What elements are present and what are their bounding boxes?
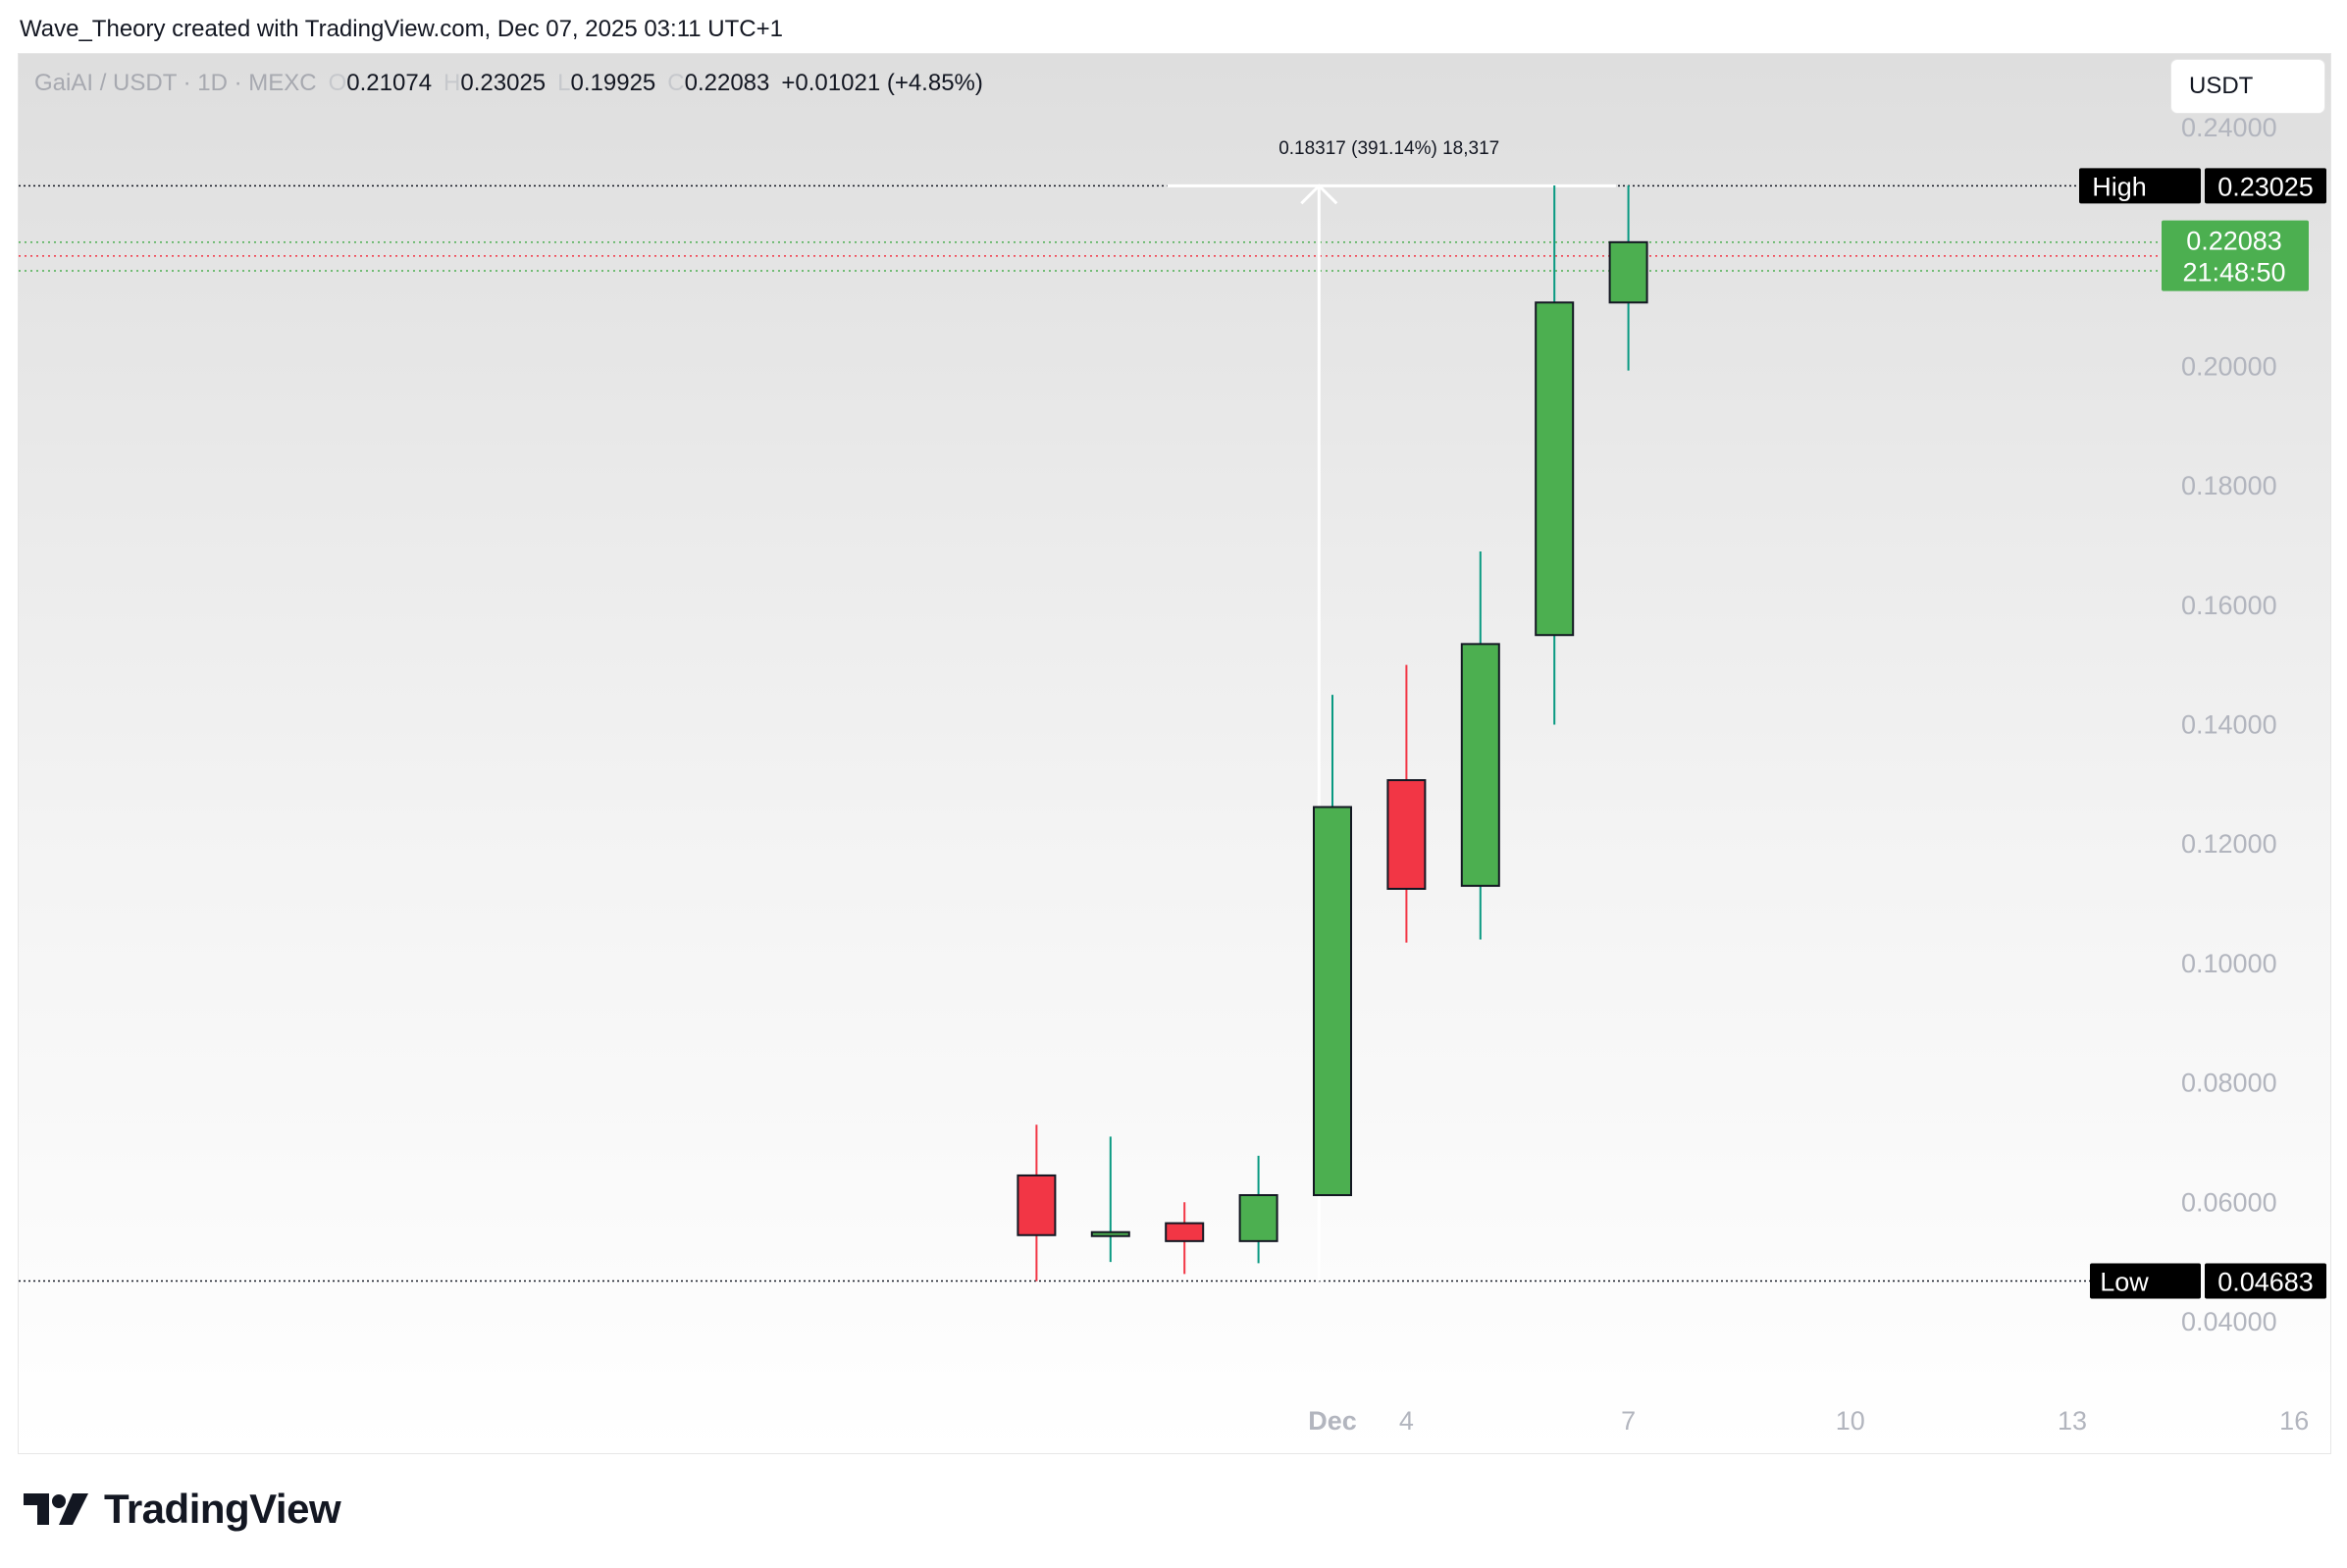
x-axis-tick-label: 16 (2279, 1406, 2309, 1436)
low-tag-label: Low (2100, 1267, 2149, 1296)
x-axis-tick-label: 7 (1621, 1406, 1636, 1436)
y-axis-tick-label: 0.04000 (2181, 1307, 2277, 1336)
high-value: 0.23025 (460, 70, 547, 96)
y-axis-tick-label: 0.20000 (2181, 351, 2277, 381)
high-value-tag-bg (2205, 168, 2326, 204)
y-axis-tick-label: 0.06000 (2181, 1187, 2277, 1217)
high-label: H (443, 70, 461, 96)
measure-label: 0.18317 (391.14%) 18,317 (1278, 138, 1499, 159)
chart-caption: Wave_Theory created with TradingView.com… (20, 16, 783, 42)
countdown-tag: 21:48:50 (2182, 258, 2285, 287)
y-axis-tick-label: 0.08000 (2181, 1069, 2277, 1098)
symbol-label: GaiAI / USDT · 1D · MEXC (34, 70, 317, 96)
y-axis-tick-label: 0.16000 (2181, 591, 2277, 620)
candle-body (1535, 301, 1575, 637)
last-price-tag-bg (2162, 220, 2309, 291)
candle-body (1090, 1230, 1130, 1237)
tradingview-logo: TradingView (22, 1486, 341, 1533)
chart-area[interactable]: 0.18317 (391.14%) 18,317 0.24000 0.20000 0.… (18, 53, 2331, 1454)
measure-arrow-head (1300, 183, 1338, 205)
open-value: 0.21074 (346, 70, 433, 96)
y-axis-tick-label: 0.14000 (2181, 710, 2277, 740)
ohlc-legend: GaiAI / USDT · 1D · MEXC O0.21074 H0.23025… (34, 70, 983, 97)
candle-body (1313, 806, 1352, 1196)
low-value: 0.19925 (570, 70, 656, 96)
close-value: 0.22083 (684, 70, 770, 96)
x-axis-tick-label: 10 (1836, 1406, 1865, 1436)
last-price-tag: 0.22083 (2186, 227, 2282, 256)
candle-body (1165, 1222, 1205, 1242)
candle-body (1017, 1174, 1057, 1236)
high-value-tag: 0.23025 (2217, 172, 2314, 201)
candle-body (1608, 240, 1648, 304)
change-value: +0.01021 (+4.85%) (781, 70, 983, 96)
high-tag-label: High (2092, 172, 2147, 201)
y-axis-tick-label: 0.12000 (2181, 829, 2277, 859)
y-axis-tick-label: 0.10000 (2181, 949, 2277, 978)
candle-body (1386, 779, 1427, 890)
candle-body (1460, 643, 1500, 887)
low-tag-bg (2090, 1263, 2201, 1299)
low-label: L (557, 70, 571, 96)
close-label: C (667, 70, 685, 96)
tradingview-logo-text: TradingView (104, 1486, 341, 1532)
x-axis-tick-label: Dec (1308, 1406, 1357, 1436)
low-value-tag: 0.04683 (2217, 1267, 2314, 1296)
high-tag-bg (2079, 168, 2201, 204)
y-axis-tick-label: 0.24000 (2181, 113, 2277, 142)
open-label: O (328, 70, 347, 96)
x-axis-tick-label: 4 (1399, 1406, 1414, 1436)
candlestick-chart[interactable]: 0.18317 (391.14%) 18,317 0.24000 0.20000 0.… (19, 54, 2330, 1453)
y-axis-tick-label: 0.18000 (2181, 471, 2277, 500)
low-value-tag-bg (2205, 1263, 2326, 1299)
x-axis-tick-label: 13 (2058, 1406, 2087, 1436)
candle-body (1238, 1193, 1278, 1242)
tradingview-logo-icon (24, 1493, 88, 1525)
currency-label: USDT (2189, 73, 2254, 99)
currency-button[interactable]: USDT (2171, 60, 2324, 113)
